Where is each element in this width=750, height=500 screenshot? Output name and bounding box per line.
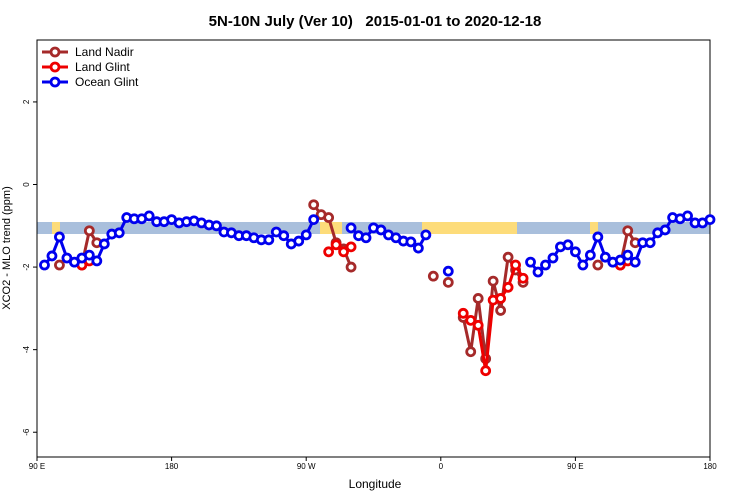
legend-entry: Land Nadir bbox=[42, 45, 134, 59]
data-point bbox=[83, 225, 95, 237]
data-point bbox=[143, 210, 155, 222]
legend-marker bbox=[49, 61, 61, 73]
y-tick-label: 0 bbox=[22, 182, 31, 187]
data-point bbox=[547, 252, 559, 264]
y-tick-label: -2 bbox=[22, 263, 31, 271]
data-point bbox=[540, 259, 551, 271]
data-point bbox=[502, 281, 514, 293]
data-point bbox=[405, 236, 417, 248]
x-tick-label: 180 bbox=[165, 462, 179, 471]
x-tick-label: 90 E bbox=[29, 462, 45, 471]
data-point bbox=[308, 214, 320, 225]
data-point bbox=[54, 231, 65, 243]
data-point bbox=[308, 199, 320, 211]
x-tick-label: 90 W bbox=[297, 462, 316, 471]
data-point bbox=[629, 256, 641, 268]
data-point bbox=[704, 214, 716, 225]
data-point bbox=[54, 259, 65, 271]
y-axis-label: XCO2 - MLO trend (ppm) bbox=[1, 186, 13, 309]
data-point bbox=[345, 261, 357, 273]
data-point bbox=[345, 222, 357, 234]
x-axis-label: Longitude bbox=[349, 477, 402, 491]
data-point bbox=[532, 266, 544, 278]
legend-entry: Ocean Glint bbox=[42, 75, 139, 89]
data-point bbox=[323, 212, 335, 223]
data-point bbox=[472, 293, 484, 304]
data-point bbox=[457, 307, 469, 319]
data-point bbox=[427, 270, 439, 282]
data-point bbox=[599, 251, 611, 263]
data-point bbox=[263, 234, 275, 246]
data-point bbox=[345, 241, 357, 253]
data-point bbox=[46, 250, 58, 262]
data-point bbox=[412, 242, 424, 254]
plot-frame bbox=[36, 39, 711, 458]
legend-label: Land Glint bbox=[75, 60, 130, 74]
data-point bbox=[622, 249, 634, 261]
data-point bbox=[278, 230, 290, 242]
data-point bbox=[442, 265, 454, 277]
data-point bbox=[323, 246, 335, 258]
data-point bbox=[375, 224, 387, 236]
band-patch bbox=[52, 222, 60, 234]
data-point bbox=[300, 229, 312, 241]
data-point bbox=[592, 231, 604, 243]
data-point bbox=[98, 238, 110, 250]
legend-marker bbox=[49, 46, 61, 58]
plot-area bbox=[39, 199, 716, 377]
data-point bbox=[517, 272, 529, 284]
data-point bbox=[562, 239, 574, 251]
data-point bbox=[91, 255, 103, 267]
data-point bbox=[83, 249, 95, 261]
data-point bbox=[39, 259, 50, 271]
chart-title: 5N-10N July (Ver 10) 2015-01-01 to 2020-… bbox=[209, 13, 542, 30]
data-point bbox=[487, 275, 499, 287]
data-point bbox=[584, 249, 596, 261]
data-point bbox=[465, 314, 477, 326]
legend-marker bbox=[49, 76, 61, 88]
data-point bbox=[502, 251, 514, 263]
legend-entry: Land Glint bbox=[42, 60, 130, 74]
data-point bbox=[360, 232, 372, 244]
y-tick-label: 2 bbox=[22, 99, 31, 104]
data-point bbox=[211, 220, 222, 232]
data-point bbox=[338, 246, 349, 258]
data-point bbox=[442, 276, 454, 288]
data-point bbox=[495, 293, 507, 304]
x-tick-label: 180 bbox=[703, 462, 717, 471]
data-point bbox=[330, 239, 342, 251]
data-point bbox=[465, 346, 477, 358]
data-point bbox=[510, 259, 521, 271]
legend-label: Ocean Glint bbox=[75, 75, 139, 89]
x-tick-label: 90 E bbox=[567, 462, 583, 471]
legend-label: Land Nadir bbox=[75, 45, 134, 59]
band-patch bbox=[590, 222, 598, 234]
data-point bbox=[472, 319, 484, 331]
data-point bbox=[614, 254, 626, 266]
data-point bbox=[113, 227, 125, 239]
data-point bbox=[577, 259, 589, 271]
x-tick-label: 0 bbox=[439, 462, 444, 471]
data-point bbox=[480, 365, 492, 377]
data-point bbox=[293, 235, 305, 247]
data-point bbox=[592, 259, 604, 271]
data-point bbox=[420, 229, 432, 241]
data-point bbox=[659, 224, 671, 236]
data-point bbox=[682, 210, 693, 222]
data-point bbox=[644, 237, 656, 249]
y-tick-label: -6 bbox=[22, 428, 31, 436]
data-point bbox=[495, 305, 507, 316]
band-patch bbox=[422, 222, 517, 234]
y-tick-label: -4 bbox=[22, 346, 31, 354]
data-point bbox=[570, 246, 581, 258]
data-point bbox=[622, 225, 634, 237]
data-point bbox=[525, 256, 536, 268]
